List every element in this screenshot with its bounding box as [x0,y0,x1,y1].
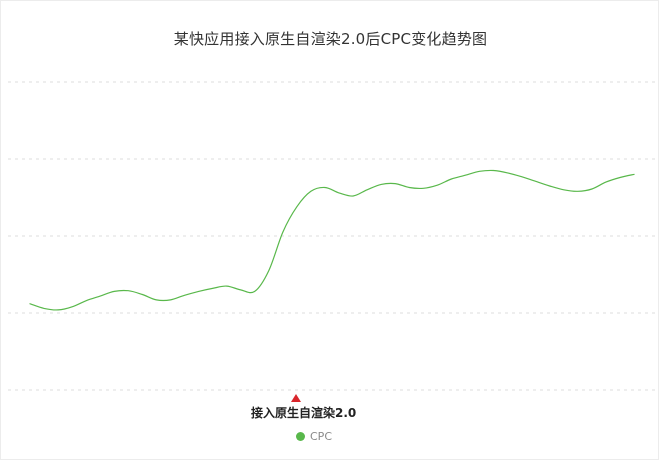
legend[interactable]: CPC [296,430,332,443]
series-line-cpc [29,169,635,311]
legend-label: CPC [310,430,332,443]
annotation-marker-icon [291,394,301,402]
gridlines [8,81,655,391]
legend-dot-icon [296,432,305,441]
annotation-label: 接入原生自渲染2.0 [251,406,357,420]
chart-title: 某快应用接入原生自渲染2.0后CPC变化趋势图 [173,30,488,48]
